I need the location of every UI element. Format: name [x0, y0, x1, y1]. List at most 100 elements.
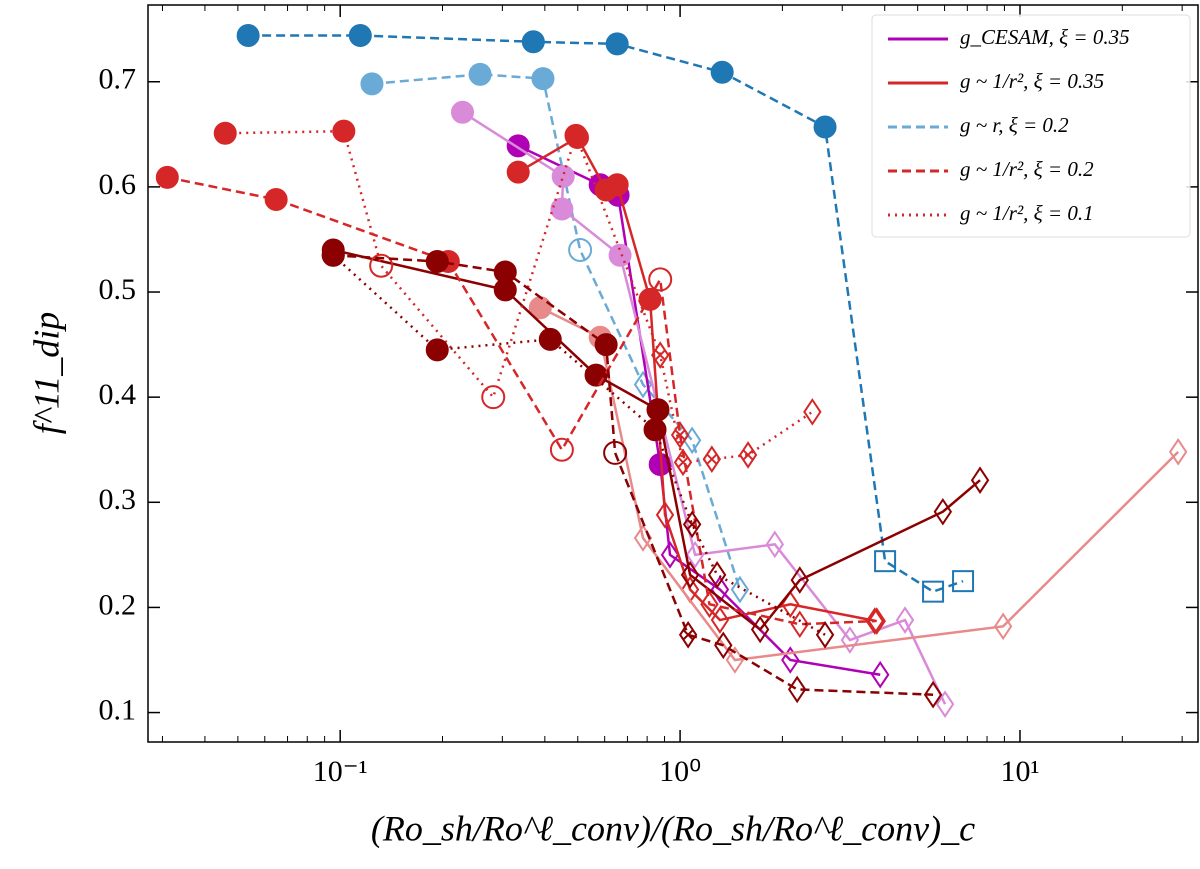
- marker: [790, 566, 809, 594]
- marker: [493, 260, 517, 284]
- marker: [603, 440, 628, 465]
- marker: [803, 398, 822, 426]
- series: [155, 165, 885, 639]
- marker: [680, 561, 700, 589]
- x-tick-label: 10¹: [1000, 755, 1039, 788]
- marker: [425, 338, 449, 362]
- series-line: [333, 253, 934, 696]
- marker: [538, 327, 562, 351]
- marker: [655, 501, 675, 529]
- marker: [678, 620, 698, 649]
- marker: [970, 466, 990, 495]
- series-line: [332, 248, 981, 632]
- marker: [874, 550, 897, 573]
- marker: [481, 385, 506, 410]
- y-tick-label: 0.2: [99, 588, 137, 621]
- marker: [521, 30, 545, 54]
- marker: [933, 497, 953, 526]
- y-tick-label: 0.3: [99, 483, 137, 516]
- series: [236, 23, 975, 603]
- marker: [710, 575, 730, 604]
- marker: [702, 445, 722, 473]
- marker: [707, 561, 727, 589]
- y-tick-label: 0.6: [99, 168, 137, 201]
- marker: [865, 607, 885, 635]
- marker: [594, 333, 618, 357]
- marker: [660, 541, 680, 569]
- marker: [738, 441, 758, 469]
- marker: [714, 631, 733, 660]
- plot-frame: [147, 4, 1199, 743]
- legend-label: g_CESAM, ξ = 0.35: [960, 25, 1130, 49]
- series: [321, 243, 943, 709]
- series-line: [248, 34, 964, 594]
- series: [213, 119, 822, 477]
- marker: [633, 370, 653, 399]
- marker: [923, 680, 943, 709]
- marker: [765, 530, 785, 559]
- marker: [608, 243, 632, 267]
- y-tick-label: 0.4: [99, 378, 137, 411]
- marker: [1168, 438, 1188, 466]
- legend-label: g ~ r, ξ = 0.2: [960, 113, 1069, 137]
- y-axis-label: f^11_dip: [26, 312, 66, 435]
- legend: g_CESAM, ξ = 0.35 g ~ 1/r², ξ = 0.35 g ~ r…: [871, 14, 1191, 238]
- x-tick-label: 10⁻¹: [313, 755, 368, 788]
- y-tick-label: 0.5: [99, 273, 137, 306]
- marker: [815, 620, 835, 649]
- marker: [584, 363, 608, 387]
- marker: [871, 660, 890, 689]
- marker: [922, 580, 945, 603]
- marker: [264, 188, 288, 212]
- marker: [700, 590, 719, 619]
- marker: [993, 612, 1013, 641]
- marker: [781, 646, 800, 674]
- marker: [568, 237, 593, 262]
- legend-box: [871, 14, 1191, 238]
- marker: [670, 421, 690, 449]
- marker: [213, 121, 237, 145]
- y-tick-label: 0.7: [99, 63, 137, 96]
- series-line: [332, 254, 826, 636]
- marker: [425, 250, 449, 274]
- marker: [605, 173, 629, 197]
- marker: [468, 62, 492, 86]
- series: [450, 100, 955, 718]
- legend-label: g ~ 1/r², ξ = 0.2: [960, 157, 1094, 181]
- series: [360, 62, 750, 604]
- marker: [236, 23, 260, 47]
- marker: [787, 675, 807, 704]
- marker: [710, 60, 734, 84]
- series-line: [517, 144, 881, 676]
- marker: [550, 197, 574, 221]
- marker: [840, 626, 860, 654]
- marker: [895, 606, 915, 634]
- marker: [790, 610, 809, 639]
- x-tick-label: 10⁰: [659, 755, 701, 788]
- marker: [646, 398, 670, 422]
- marker: [952, 570, 975, 593]
- legend-label: g ~ 1/r², ξ = 0.1: [960, 201, 1094, 225]
- marker: [750, 615, 770, 644]
- legend-label: g ~ 1/r², ξ = 0.35: [960, 69, 1104, 93]
- marker: [867, 607, 886, 635]
- marker: [348, 23, 372, 47]
- marker: [643, 418, 667, 442]
- marker: [651, 341, 670, 369]
- series-line: [167, 176, 875, 626]
- marker: [682, 510, 702, 539]
- marker: [605, 32, 629, 56]
- marker: [332, 119, 356, 143]
- marker: [450, 100, 474, 124]
- marker: [813, 115, 837, 139]
- series: [321, 243, 835, 649]
- x-axis-label: (Ro_sh/Ro^ℓ_conv)/(Ro_sh/Ro^ℓ_conv)_c: [371, 808, 975, 848]
- marker: [935, 690, 955, 718]
- marker: [155, 165, 179, 189]
- series: [321, 238, 990, 644]
- marker: [531, 67, 555, 91]
- marker: [506, 160, 530, 184]
- y-tick-label: 0.1: [99, 693, 137, 726]
- marker: [369, 253, 394, 278]
